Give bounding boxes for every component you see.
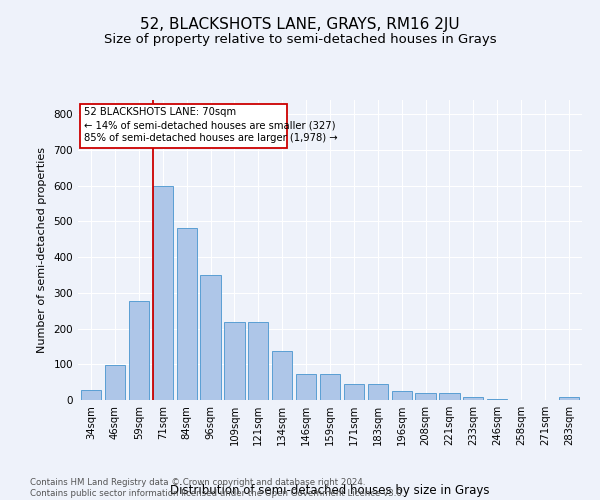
Bar — [105, 366, 125, 400]
Bar — [129, 300, 149, 400]
Bar — [200, 276, 221, 400]
Text: Contains HM Land Registry data © Crown copyright and database right 2024.
Contai: Contains HM Land Registry data © Crown c… — [30, 478, 404, 498]
Bar — [463, 397, 484, 400]
Bar — [368, 384, 388, 400]
Bar — [415, 393, 436, 400]
Y-axis label: Number of semi-detached properties: Number of semi-detached properties — [37, 147, 47, 353]
Bar — [176, 228, 197, 400]
Bar — [392, 390, 412, 400]
Text: ← 14% of semi-detached houses are smaller (327): ← 14% of semi-detached houses are smalle… — [85, 120, 336, 130]
Bar — [559, 397, 579, 400]
Bar — [439, 393, 460, 400]
X-axis label: Distribution of semi-detached houses by size in Grays: Distribution of semi-detached houses by … — [170, 484, 490, 497]
FancyBboxPatch shape — [80, 104, 287, 148]
Text: 52 BLACKSHOTS LANE: 70sqm: 52 BLACKSHOTS LANE: 70sqm — [85, 107, 236, 117]
Bar — [224, 322, 245, 400]
Bar — [248, 322, 268, 400]
Text: 85% of semi-detached houses are larger (1,978) →: 85% of semi-detached houses are larger (… — [85, 133, 338, 143]
Text: 52, BLACKSHOTS LANE, GRAYS, RM16 2JU: 52, BLACKSHOTS LANE, GRAYS, RM16 2JU — [140, 18, 460, 32]
Bar — [344, 384, 364, 400]
Bar — [320, 374, 340, 400]
Bar — [272, 351, 292, 400]
Bar — [296, 374, 316, 400]
Bar — [81, 390, 101, 400]
Bar — [152, 186, 173, 400]
Text: Size of property relative to semi-detached houses in Grays: Size of property relative to semi-detach… — [104, 32, 496, 46]
Bar — [487, 398, 508, 400]
